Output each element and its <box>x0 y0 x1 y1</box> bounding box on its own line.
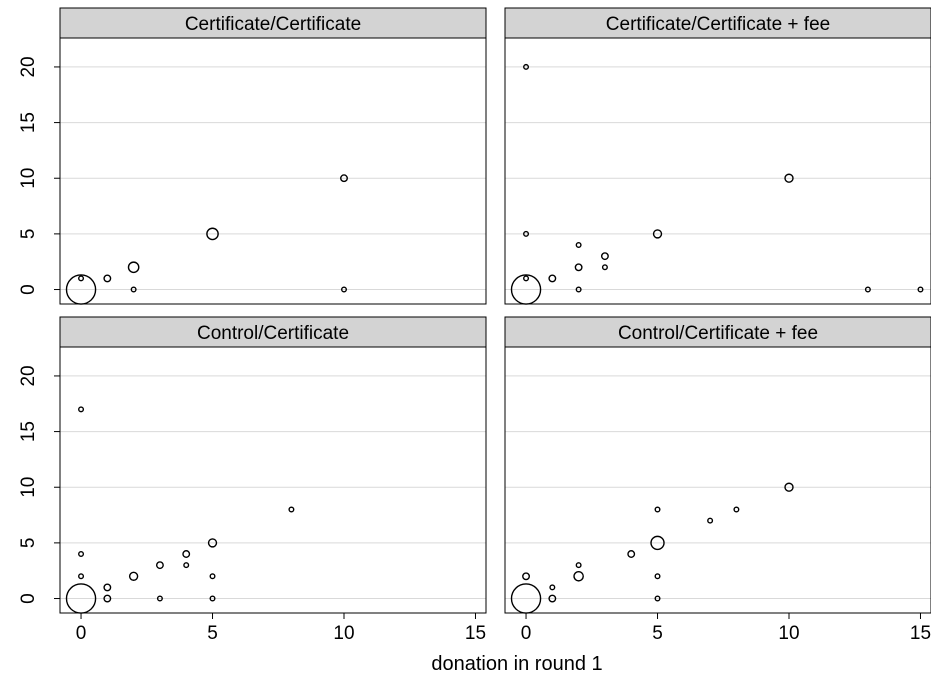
data-point <box>600 252 609 261</box>
points-group <box>510 63 924 305</box>
panel-frame <box>59 346 487 614</box>
data-point <box>206 227 219 241</box>
data-point <box>654 595 661 602</box>
y-tick-label: 15 <box>18 112 39 133</box>
y-tick-label: 20 <box>18 365 39 386</box>
data-point <box>209 595 216 602</box>
data-point <box>575 286 582 293</box>
data-point <box>183 562 190 569</box>
panel-frame <box>504 346 931 614</box>
data-point <box>130 286 137 293</box>
x-tick-label: 5 <box>207 623 218 644</box>
x-tick-label: 0 <box>521 623 532 644</box>
data-point <box>156 595 163 602</box>
data-point <box>654 506 661 513</box>
y-tick-label: 5 <box>18 538 39 549</box>
data-point <box>78 406 85 413</box>
data-point <box>523 230 530 237</box>
panel-frame <box>504 37 931 305</box>
data-point <box>601 264 608 271</box>
data-point <box>103 274 112 283</box>
panels-layer: Certificate/Certificate05101520Certifica… <box>18 7 931 644</box>
points-group <box>65 406 295 614</box>
x-tick-label: 10 <box>778 623 799 644</box>
data-point <box>733 506 740 513</box>
data-point <box>864 286 871 293</box>
data-point <box>650 535 665 551</box>
data-point <box>575 562 582 569</box>
y-tick-label: 10 <box>18 168 39 189</box>
data-point <box>288 506 295 513</box>
data-point <box>341 286 348 293</box>
y-tick-label: 0 <box>18 284 39 295</box>
data-point <box>103 583 112 592</box>
data-point <box>573 570 584 582</box>
panel-frame <box>59 37 487 305</box>
data-point <box>574 263 583 272</box>
data-point <box>78 573 85 580</box>
data-point <box>340 174 348 183</box>
data-point <box>523 275 530 282</box>
y-tick-label: 20 <box>18 56 39 77</box>
data-point <box>575 242 582 249</box>
x-tick-label: 15 <box>465 623 486 644</box>
x-tick-label: 10 <box>333 623 354 644</box>
panel-title: Control/Certificate + fee <box>618 323 818 344</box>
panel-title: Control/Certificate <box>197 323 349 344</box>
data-point <box>127 261 140 274</box>
data-point <box>548 594 557 603</box>
panel-title: Certificate/Certificate <box>185 14 361 35</box>
data-point <box>549 584 556 591</box>
x-tick-label: 5 <box>652 623 663 644</box>
data-point <box>128 571 139 581</box>
y-tick-label: 0 <box>18 593 39 604</box>
panel-title: Certificate/Certificate + fee <box>606 14 830 35</box>
data-point <box>182 550 191 558</box>
data-point <box>207 538 218 548</box>
data-point <box>627 550 636 558</box>
y-tick-label: 15 <box>18 421 39 442</box>
panel-2: Certificate/Certificate + fee <box>504 7 931 305</box>
points-group <box>65 174 348 305</box>
data-point <box>103 594 112 603</box>
data-point <box>707 517 714 524</box>
x-axis-title: donation in round 1 <box>431 653 602 675</box>
x-tick-label: 0 <box>76 623 87 644</box>
data-point <box>523 63 530 70</box>
panel-4: Control/Certificate + fee 0 5 10 15 <box>504 316 931 644</box>
data-point <box>548 274 557 283</box>
data-point <box>654 573 661 580</box>
panel-strip <box>59 7 487 39</box>
data-point <box>78 275 85 282</box>
data-point <box>78 551 85 558</box>
panel-3: Control/Certificate 0 5 10 15 20 0 5 10 15 <box>18 316 487 644</box>
points-group <box>510 482 794 614</box>
data-point <box>209 573 216 580</box>
data-point <box>784 173 794 183</box>
data-point <box>522 572 530 581</box>
panel-1: Certificate/Certificate 0 5 10 15 20 <box>18 7 487 305</box>
y-tick-label: 5 <box>18 229 39 240</box>
data-point <box>784 482 794 492</box>
data-point <box>917 286 924 293</box>
x-tick-label: 15 <box>910 623 931 644</box>
data-point <box>155 561 164 570</box>
y-tick-label: 10 <box>18 477 39 498</box>
data-point <box>652 229 663 239</box>
panel-strip <box>504 316 931 348</box>
